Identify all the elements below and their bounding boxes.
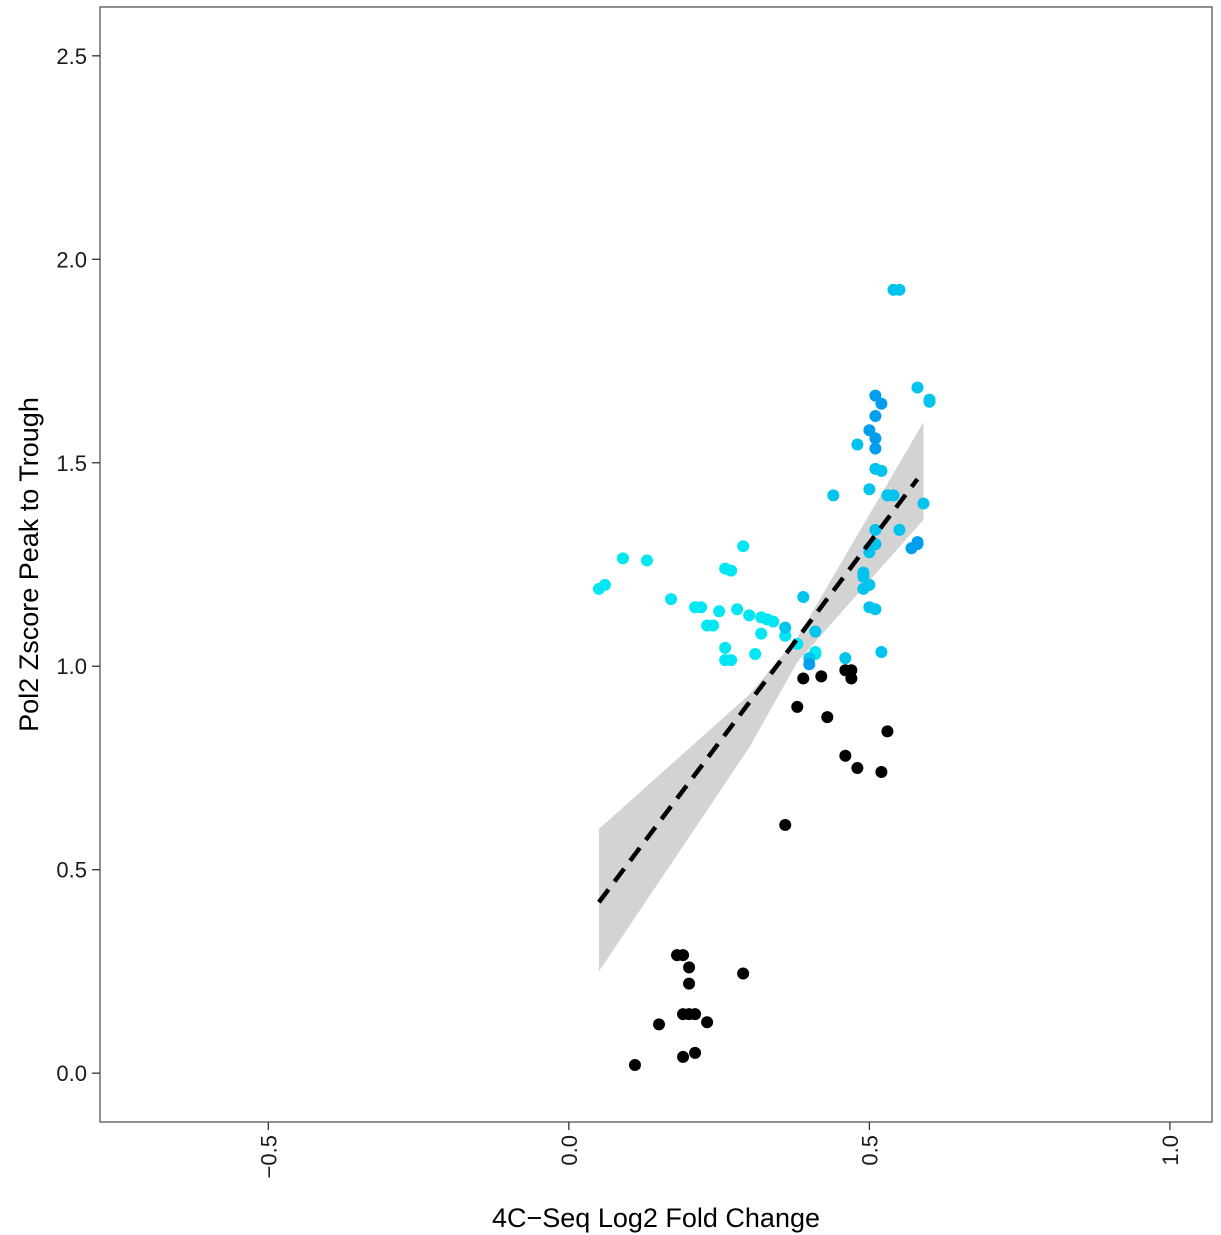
data-point [893, 523, 906, 536]
data-point [737, 967, 750, 980]
data-point [628, 1059, 641, 1072]
trend-line-layer [597, 477, 920, 904]
data-point [869, 442, 882, 455]
data-point [797, 591, 810, 604]
data-point [779, 818, 792, 831]
data-point [791, 700, 804, 713]
data-point [869, 409, 882, 422]
data-point [869, 603, 882, 616]
data-point [875, 645, 888, 658]
y-axis: 0.0 0.5 1.0 1.5 2.0 2.5 [56, 44, 100, 1086]
x-tick-label: 1.0 [1158, 1135, 1183, 1166]
data-point [911, 536, 924, 549]
data-point [743, 609, 756, 622]
data-point [881, 725, 894, 738]
data-point [851, 761, 864, 774]
data-point [839, 652, 852, 665]
plot-panel [99, 6, 1213, 1123]
x-tick-label: 0.0 [557, 1135, 582, 1166]
data-point [755, 627, 768, 640]
data-point [683, 977, 696, 990]
data-point [857, 566, 870, 579]
y-tick-label: 2.5 [56, 44, 87, 69]
data-point [911, 381, 924, 394]
data-point [917, 497, 930, 510]
y-tick-label: 1.0 [56, 654, 87, 679]
data-point [863, 483, 876, 496]
y-tick-label: 2.0 [56, 247, 87, 272]
data-point [809, 625, 822, 638]
x-tick-label: 0.5 [857, 1135, 882, 1166]
data-point [923, 395, 936, 408]
data-point [821, 711, 834, 724]
data-point [683, 961, 696, 974]
data-point [677, 949, 690, 962]
data-point [598, 578, 611, 591]
data-point [689, 1046, 702, 1059]
y-tick-label: 1.5 [56, 451, 87, 476]
data-point [677, 1050, 690, 1063]
confidence-band [598, 422, 924, 972]
points-layer [592, 283, 936, 1072]
panel-background [100, 7, 1212, 1122]
data-point [845, 672, 858, 685]
data-point [875, 464, 888, 477]
data-point [725, 654, 738, 667]
x-axis-title: 4C−Seq Log2 Fold Change [492, 1203, 820, 1233]
data-point [701, 1016, 714, 1029]
x-tick-label: −0.5 [256, 1135, 281, 1178]
data-point [803, 658, 816, 671]
data-point [749, 648, 762, 661]
y-tick-label: 0.5 [56, 858, 87, 883]
x-axis: −0.5 0.0 0.5 1.0 [256, 1122, 1183, 1178]
data-point [875, 397, 888, 410]
data-point [665, 593, 678, 606]
data-point [695, 601, 708, 614]
data-point [779, 621, 792, 634]
data-point [869, 523, 882, 536]
data-point [767, 615, 780, 628]
y-tick-label: 0.0 [56, 1061, 87, 1086]
data-point [797, 672, 810, 685]
data-point [869, 432, 882, 445]
data-point [839, 749, 852, 762]
data-point [731, 603, 744, 616]
data-point [689, 1008, 702, 1021]
data-point [827, 489, 840, 502]
data-point [713, 605, 726, 618]
data-point [893, 283, 906, 296]
panel-border [99, 6, 1213, 1123]
data-point [725, 564, 738, 577]
data-point [737, 540, 750, 553]
confidence-band-layer [598, 422, 924, 972]
data-point [653, 1018, 666, 1031]
data-point [863, 578, 876, 591]
data-point [707, 619, 720, 632]
y-axis-title: Pol2 Zscore Peak to Trough [14, 397, 44, 732]
data-point [875, 766, 888, 779]
data-point [851, 438, 864, 451]
data-point [815, 670, 828, 683]
data-point [640, 554, 653, 567]
data-point [719, 641, 732, 654]
data-point [616, 552, 629, 565]
data-point [887, 489, 900, 502]
trend-line [597, 477, 920, 904]
